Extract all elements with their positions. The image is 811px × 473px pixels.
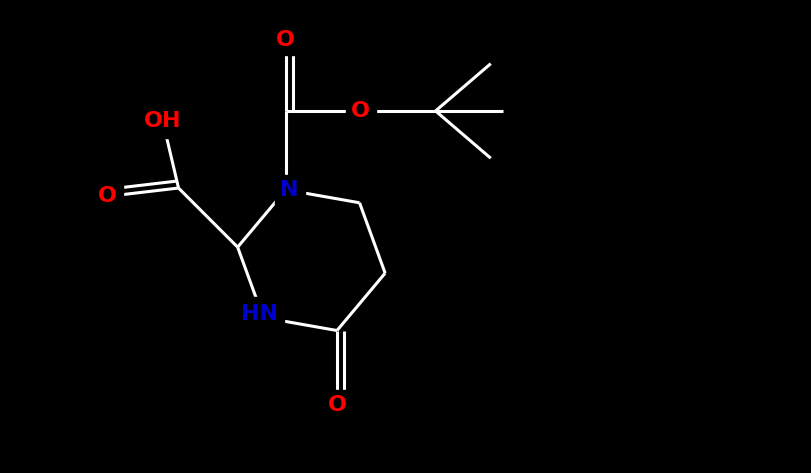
Text: O: O [276, 30, 295, 50]
Text: OH: OH [144, 111, 182, 131]
Text: O: O [327, 395, 346, 415]
Text: O: O [98, 186, 117, 206]
Bar [322, 390, 351, 420]
Text: O: O [350, 101, 370, 121]
Bar [92, 181, 122, 211]
Bar [138, 104, 187, 139]
Bar [345, 96, 375, 126]
Text: HN: HN [241, 304, 277, 324]
Bar [234, 297, 283, 330]
Bar [271, 25, 300, 55]
Bar [274, 175, 304, 205]
Text: N: N [280, 180, 298, 200]
